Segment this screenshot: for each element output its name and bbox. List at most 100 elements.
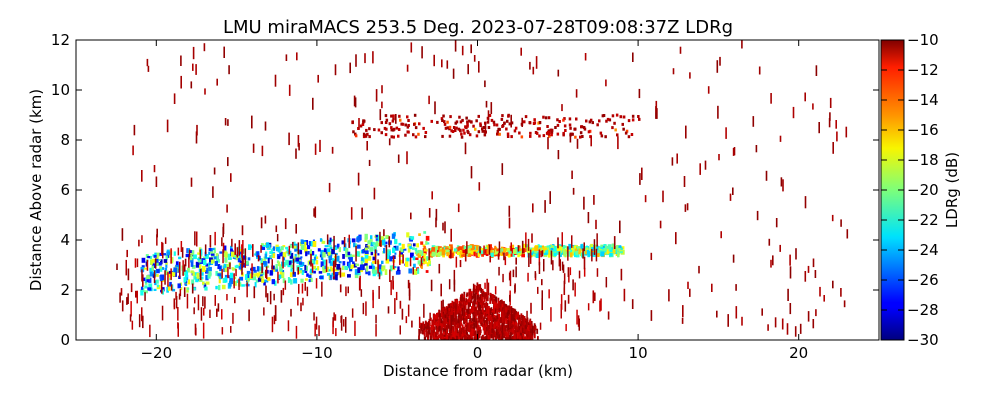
ldr-pixel xyxy=(458,305,461,310)
ldr-pixel xyxy=(704,160,707,170)
ldr-pixel xyxy=(506,333,508,337)
ldr-pixel xyxy=(167,254,171,258)
ldr-pixel xyxy=(154,258,157,269)
ldr-pixel xyxy=(233,273,235,289)
ldr-pixel xyxy=(343,247,347,251)
ldr-pixel xyxy=(550,250,553,265)
ldr-pixel xyxy=(126,249,128,258)
ldr-pixel xyxy=(619,115,622,119)
ldr-pixel xyxy=(509,335,512,340)
ldr-pixel xyxy=(381,85,383,94)
ldr-pixel xyxy=(155,176,158,187)
ldr-pixel xyxy=(733,147,736,156)
ldr-pixel xyxy=(498,322,501,329)
ldr-pixel xyxy=(576,252,581,255)
ldr-pixel xyxy=(374,249,377,265)
ldr-pixel xyxy=(550,130,554,134)
ldr-pixel xyxy=(490,102,493,114)
ldr-pixel xyxy=(399,247,404,253)
ldr-pixel xyxy=(221,284,226,290)
ldr-pixel xyxy=(561,104,563,112)
ldr-pixel xyxy=(488,306,490,321)
ldr-pixel xyxy=(548,250,551,255)
ldr-pixel xyxy=(476,329,479,335)
ldr-pixel xyxy=(470,331,472,338)
ldr-pixel xyxy=(508,319,510,325)
ldr-pixel xyxy=(466,309,469,313)
ldr-pixel xyxy=(414,257,419,260)
ldr-pixel xyxy=(470,321,472,327)
ldr-pixel xyxy=(391,119,395,123)
ldr-pixel xyxy=(297,253,300,258)
ldr-pixel xyxy=(563,117,566,121)
ldr-pixel xyxy=(602,245,605,249)
ldr-pixel xyxy=(507,250,512,254)
ldr-pixel xyxy=(466,299,469,304)
ldr-pixel xyxy=(295,325,298,339)
ldr-pixel xyxy=(410,252,414,258)
ldr-pixel xyxy=(685,125,687,139)
ldr-pixel xyxy=(406,130,409,134)
ldr-pixel xyxy=(504,337,507,340)
ldr-pixel xyxy=(542,115,545,119)
ldr-pixel xyxy=(423,261,427,264)
ldr-pixel xyxy=(184,258,187,267)
ldr-pixel xyxy=(464,324,467,328)
ldr-pixel xyxy=(452,336,455,340)
ldr-pixel xyxy=(491,312,494,320)
ldr-pixel xyxy=(362,119,365,123)
ldr-pixel xyxy=(218,284,221,291)
ldr-pixel xyxy=(296,52,298,61)
ldr-pixel xyxy=(311,251,315,256)
ldr-pixel xyxy=(390,126,393,130)
ldr-pixel xyxy=(471,323,473,329)
ldr-pixel xyxy=(548,289,550,299)
ldr-pixel xyxy=(457,203,460,213)
ldr-pixel xyxy=(485,100,488,108)
ldr-pixel xyxy=(228,65,230,75)
ldr-pixel xyxy=(604,135,607,139)
ldr-pixel xyxy=(271,279,275,285)
ldr-pixel xyxy=(208,262,212,266)
ldr-pixel xyxy=(486,120,490,124)
ldr-pixel xyxy=(347,286,349,294)
ldr-pixel xyxy=(573,127,576,131)
ldr-pixel xyxy=(417,132,420,136)
ldr-pixel xyxy=(530,331,532,338)
ldr-pixel xyxy=(594,247,597,253)
chart-title: LMU miraMACS 253.5 Deg. 2023-07-28T09:08… xyxy=(223,17,733,38)
ldr-pixel xyxy=(483,316,485,323)
ldr-pixel xyxy=(521,316,523,320)
ldr-pixel xyxy=(450,228,452,242)
ldr-pixel xyxy=(417,253,421,258)
ldr-pixel xyxy=(420,241,424,245)
ldr-pixel xyxy=(333,235,335,251)
ldr-pixel xyxy=(592,290,595,304)
ldr-pixel xyxy=(583,267,586,277)
ldr-pixel xyxy=(292,241,294,249)
ldr-pixel xyxy=(394,298,396,314)
ldr-pixel xyxy=(687,281,689,289)
ldr-pixel xyxy=(488,333,491,340)
ldr-pixel xyxy=(473,336,476,340)
ldr-pixel xyxy=(512,327,515,334)
ldr-pixel xyxy=(605,79,607,87)
ldr-pixel xyxy=(263,307,265,316)
ldr-pixel xyxy=(435,208,438,221)
ldr-pixel xyxy=(568,243,572,250)
ldr-pixel xyxy=(288,132,290,146)
ldr-pixel xyxy=(534,254,537,257)
ldr-pixel xyxy=(401,243,405,249)
ldr-pixel xyxy=(364,247,369,252)
ldr-pixel xyxy=(550,128,554,132)
ldr-pixel xyxy=(161,241,163,255)
ldr-pixel xyxy=(353,263,357,268)
ldr-pixel xyxy=(732,254,735,263)
ldr-pixel xyxy=(444,310,446,315)
ldr-pixel xyxy=(336,255,340,262)
ldr-pixel xyxy=(392,247,396,254)
ldr-pixel xyxy=(599,248,604,254)
ldr-pixel xyxy=(799,323,802,334)
ldr-pixel xyxy=(454,298,457,306)
ldr-pixel xyxy=(302,297,304,306)
